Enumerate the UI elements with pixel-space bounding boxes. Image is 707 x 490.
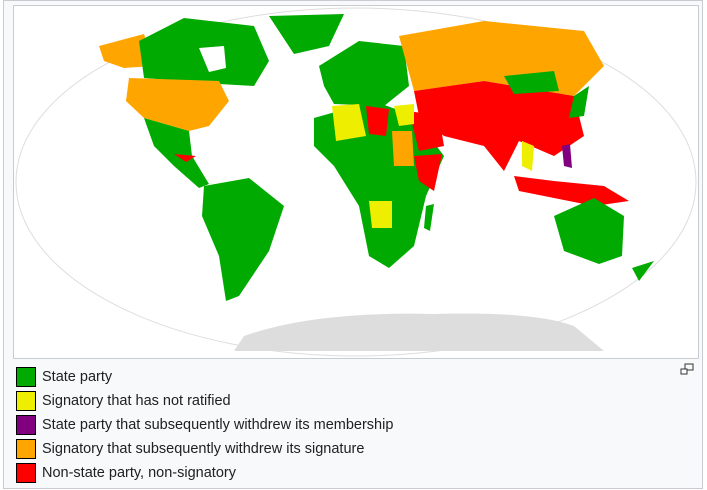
- indonesia: [514, 176, 629, 206]
- legend-item: Non-state party, non-signatory: [16, 461, 393, 485]
- horn-africa: [414, 154, 442, 191]
- legend-swatch: [16, 367, 36, 387]
- legend-swatch: [16, 415, 36, 435]
- madagascar: [424, 204, 434, 231]
- legend-swatch: [16, 439, 36, 459]
- middle-east-sig: [394, 104, 414, 126]
- world-map-graphic: [15, 7, 697, 357]
- legend-item: Signatory that subsequently withdrew its…: [16, 437, 393, 461]
- mongolia: [504, 71, 559, 94]
- magnify-clip-icon[interactable]: [680, 363, 694, 375]
- legend-swatch: [16, 463, 36, 483]
- angola: [369, 201, 392, 228]
- sudan: [392, 131, 414, 166]
- image-thumbnail: State party Signatory that has not ratif…: [3, 0, 703, 489]
- legend-label: Signatory that subsequently withdrew its…: [42, 441, 365, 457]
- legend-item: Signatory that has not ratified: [16, 389, 393, 413]
- legend-item: State party that subsequently withdrew i…: [16, 413, 393, 437]
- north-africa-signatories: [332, 104, 366, 141]
- cuba: [174, 154, 196, 162]
- legend-label: Signatory that has not ratified: [42, 393, 231, 409]
- asia-nonparty: [414, 81, 584, 171]
- japan: [569, 86, 589, 118]
- libya: [366, 106, 389, 136]
- legend-label: State party that subsequently withdrew i…: [42, 417, 394, 433]
- legend-swatch: [16, 391, 36, 411]
- new-zealand: [632, 261, 654, 281]
- arabia: [409, 111, 444, 151]
- philippines: [562, 144, 572, 168]
- legend-item: State party: [16, 365, 393, 389]
- world-map[interactable]: [13, 5, 699, 359]
- antarctica: [234, 313, 604, 351]
- hudson-bay: [199, 46, 226, 72]
- central-america: [144, 118, 209, 188]
- legend-label: State party: [42, 369, 113, 385]
- legend-label: Non-state party, non-signatory: [42, 465, 236, 481]
- usa: [126, 78, 229, 131]
- europe: [319, 41, 409, 106]
- south-america: [202, 178, 284, 301]
- southeast-asia-sig: [522, 141, 534, 171]
- greenland: [269, 14, 344, 54]
- australia: [554, 198, 624, 264]
- legend: State party Signatory that has not ratif…: [16, 365, 393, 485]
